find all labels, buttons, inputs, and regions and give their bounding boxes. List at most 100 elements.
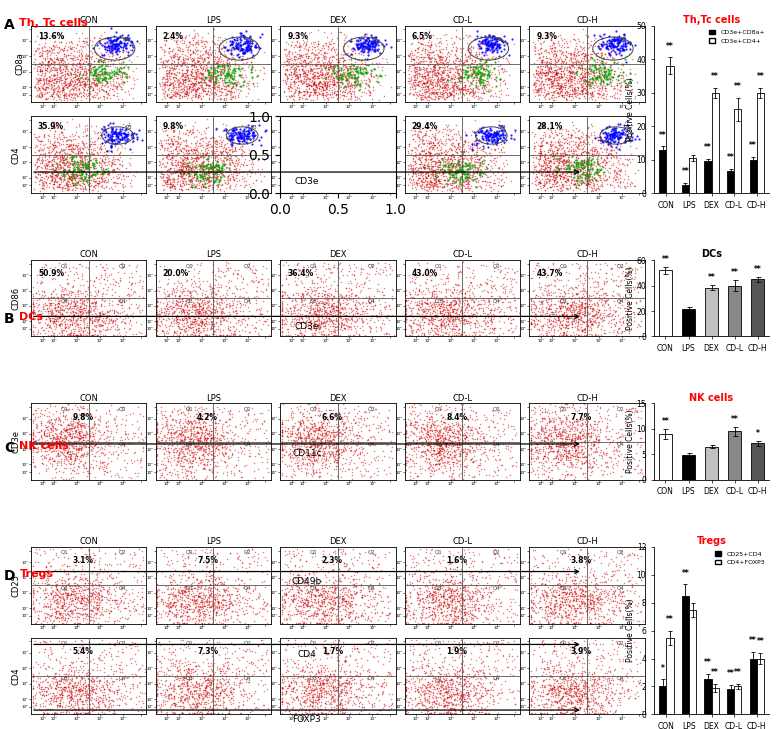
Point	[325, 680, 337, 692]
Point	[153, 311, 166, 323]
Point	[103, 691, 116, 703]
Point	[185, 329, 197, 340]
Point	[173, 290, 186, 302]
Point	[430, 57, 443, 69]
Point	[176, 323, 188, 335]
Point	[311, 282, 323, 294]
Point	[180, 63, 193, 75]
Point	[293, 574, 305, 586]
Point	[287, 63, 299, 75]
Point	[549, 691, 561, 703]
Point	[81, 592, 93, 604]
Point	[584, 553, 597, 565]
Point	[208, 286, 221, 297]
Point	[533, 281, 545, 292]
Point	[610, 560, 622, 572]
Point	[586, 148, 598, 160]
Point	[495, 63, 507, 75]
Point	[52, 159, 64, 171]
Point	[231, 39, 243, 51]
Point	[291, 167, 304, 179]
Point	[436, 309, 448, 321]
Point	[118, 180, 131, 192]
Point	[579, 424, 591, 436]
Point	[545, 445, 558, 456]
Point	[253, 120, 265, 131]
Point	[83, 330, 96, 341]
Point	[151, 424, 163, 436]
Point	[228, 429, 240, 441]
Point	[52, 53, 64, 65]
Point	[596, 469, 608, 480]
Point	[550, 684, 563, 695]
Point	[221, 137, 233, 149]
Point	[420, 595, 432, 607]
Point	[79, 175, 92, 187]
Point	[151, 590, 163, 601]
Point	[312, 82, 325, 93]
Point	[294, 445, 307, 457]
Point	[333, 443, 346, 455]
Point	[47, 330, 59, 341]
Point	[151, 300, 163, 311]
Point	[572, 708, 584, 720]
Point	[362, 79, 375, 91]
Point	[82, 428, 95, 440]
Point	[279, 316, 291, 328]
Point	[450, 159, 462, 171]
Point	[82, 79, 94, 90]
Point	[455, 445, 468, 457]
Point	[535, 147, 547, 159]
Point	[299, 161, 312, 173]
Point	[607, 286, 619, 297]
Point	[326, 691, 338, 703]
Point	[469, 433, 482, 445]
Point	[334, 72, 347, 84]
Point	[563, 584, 575, 596]
Point	[626, 615, 639, 626]
Point	[203, 167, 215, 179]
Point	[60, 431, 72, 443]
Point	[88, 125, 100, 137]
Point	[466, 42, 479, 54]
Point	[541, 289, 553, 301]
Point	[70, 449, 82, 461]
Point	[46, 90, 58, 102]
Point	[551, 430, 563, 442]
Point	[361, 32, 374, 44]
Point	[542, 431, 555, 443]
Point	[227, 435, 239, 447]
Point	[580, 455, 593, 467]
Point	[411, 119, 423, 130]
Point	[259, 125, 271, 137]
Point	[379, 582, 392, 594]
Point	[226, 171, 239, 183]
Point	[169, 140, 182, 152]
Point	[315, 59, 327, 71]
Point	[329, 152, 341, 164]
Point	[441, 303, 453, 314]
Point	[416, 81, 429, 93]
Point	[113, 660, 126, 671]
Point	[313, 449, 326, 461]
Point	[193, 660, 206, 672]
Point	[306, 424, 319, 436]
Point	[67, 69, 79, 80]
Point	[200, 698, 212, 710]
Point	[214, 665, 226, 677]
Point	[92, 92, 105, 104]
Point	[336, 593, 349, 605]
Point	[586, 594, 598, 606]
Point	[579, 297, 591, 309]
Point	[214, 641, 226, 652]
Point	[460, 172, 472, 184]
Point	[210, 58, 222, 69]
Point	[85, 132, 97, 144]
Point	[452, 432, 465, 444]
Point	[26, 671, 39, 682]
Point	[82, 292, 95, 303]
Point	[200, 543, 212, 555]
Point	[341, 609, 354, 620]
Point	[537, 685, 549, 696]
Point	[228, 82, 241, 94]
